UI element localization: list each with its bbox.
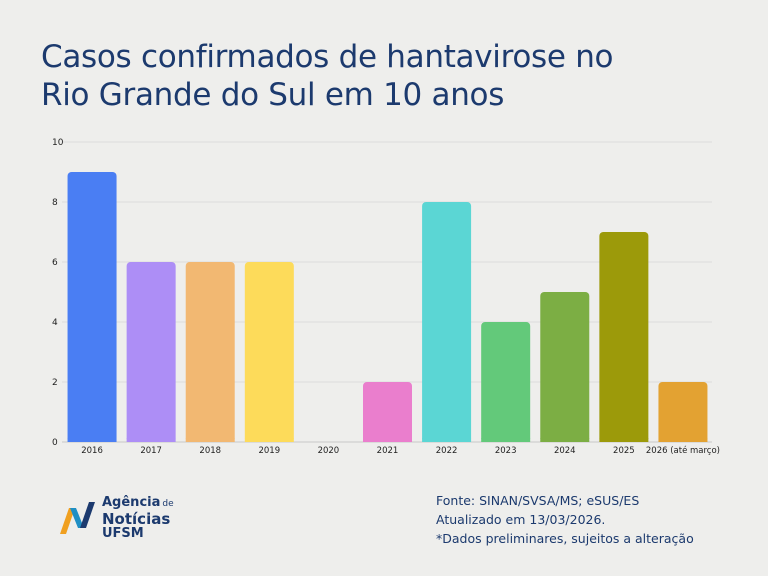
bar-2023 [481,322,531,442]
x-tick-label-2018: 2018 [199,446,221,456]
x-tick-label-2025: 2025 [613,446,635,456]
bar-base-2016 [67,438,117,442]
logo-line-3: UFSM [102,526,144,541]
y-tick-label-2: 2 [52,378,58,388]
bar-2016 [67,172,117,442]
bar-2018 [185,262,235,442]
bar-base-2025 [599,438,649,442]
bar-base-2021 [363,438,412,442]
bar-2024 [540,292,590,442]
x-axis: 2016 2017 2018 2019 2020 2021 2022 2023 2024 2025… [81,445,720,456]
source-line-1: Fonte: SINAN/SVSA/MS; eSUS/ES [436,493,640,508]
chart-title: Casos confirmados de hantavirose no Rio … [41,38,741,114]
x-tick-label-2020: 2020 [318,446,340,456]
x-tick-label-2019: 2019 [258,446,280,456]
bar-base-2019 [244,438,294,442]
y-tick-label-4: 4 [52,318,58,328]
bar-2026-at-mar-o- [658,382,708,442]
x-tick-label-2016: 2016 [81,446,103,456]
y-tick-label-0: 0 [52,438,58,448]
x-tick-label-2026-at-mar-o-: 2026 (até março) [646,445,720,456]
bar-chart: 0 2 4 6 8 10 2016 2017 2018 2019 2020 2021 2022 2023… [52,138,720,456]
x-tick-label-2022: 2022 [436,446,458,456]
agencia-noticias-ufsm-logo-icon [60,502,95,534]
logo-line-2: Notícias [102,510,171,528]
chart-title-line-2: Rio Grande do Sul em 10 anos [41,77,505,113]
bar-base-2022 [422,438,472,442]
bar-base-2018 [185,438,235,442]
logo-wordmark: Agência de Notícias UFSM [102,496,174,541]
x-tick-label-2024: 2024 [554,446,576,456]
bar-base-2024 [540,438,590,442]
bar-2019 [244,262,294,442]
x-tick-label-2023: 2023 [495,446,517,456]
bar-2025 [599,232,649,442]
logo-line-1: Agência de [102,495,174,510]
x-tick-label-2017: 2017 [140,446,162,456]
bar-base-2017 [126,438,176,442]
bar-2022 [422,202,472,442]
source-line-3: *Dados preliminares, sujeitos a alteraçã… [436,531,694,546]
y-tick-label-8: 8 [52,198,58,208]
bars [67,172,708,442]
source-line-2: Atualizado em 13/03/2026. [436,512,606,527]
bar-base-2023 [481,438,531,442]
y-axis: 0 2 4 6 8 10 [52,138,64,448]
chart-title-line-1: Casos confirmados de hantavirose no [41,39,614,75]
agencia-noticias-ufsm-logo: Agência de Notícias UFSM [58,496,198,541]
x-tick-label-2021: 2021 [377,446,399,456]
y-tick-label-10: 10 [52,138,64,148]
bar-base-2026-at-mar-o- [658,438,708,442]
bar-2017 [126,262,176,442]
y-tick-label-6: 6 [52,258,58,268]
source-notes: Fonte: SINAN/SVSA/MS; eSUS/ES Atualizado… [436,491,756,548]
logo-line-1-small: de [162,499,174,509]
bar-2021 [363,382,412,442]
